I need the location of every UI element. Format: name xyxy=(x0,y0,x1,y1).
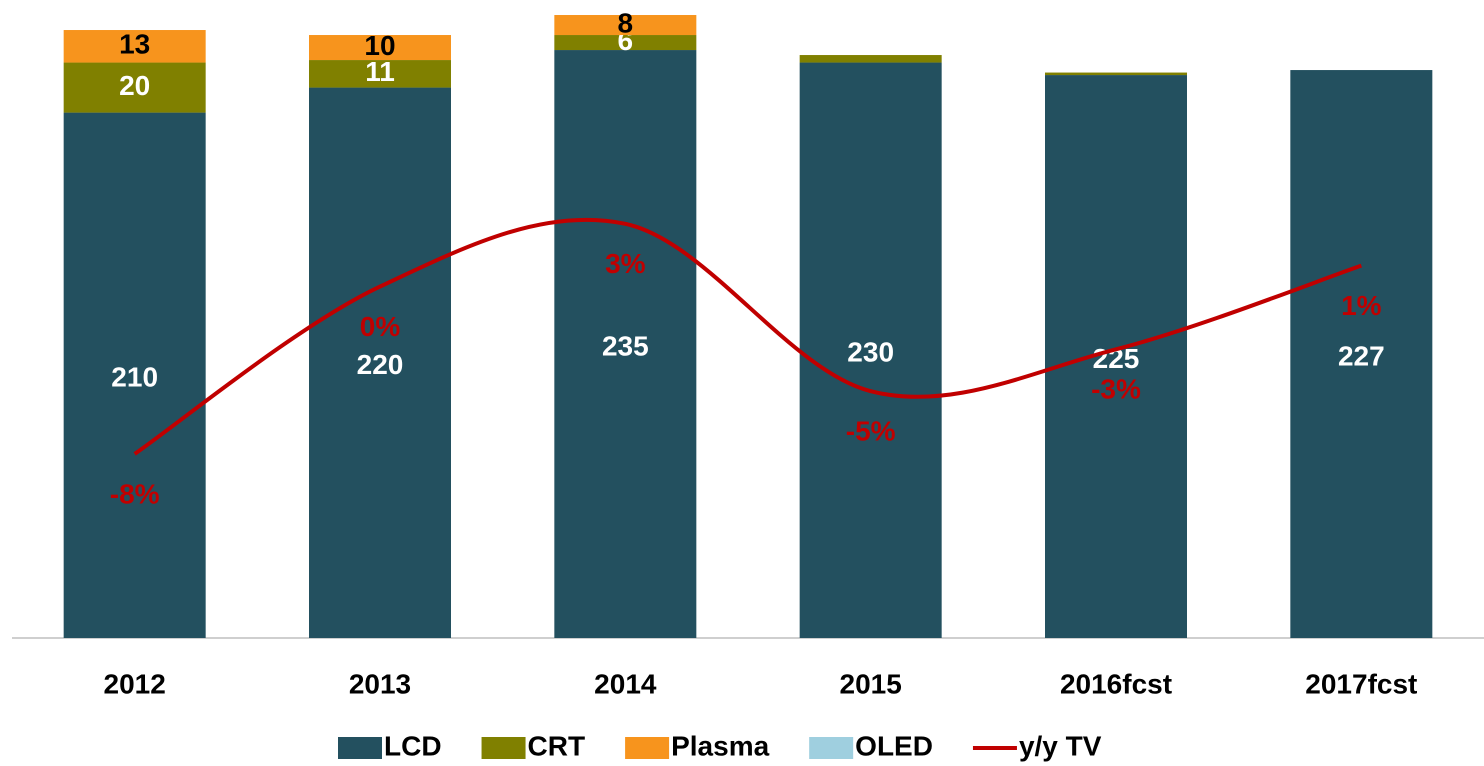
bar-segment xyxy=(309,35,451,61)
data-label: 20 xyxy=(119,70,150,101)
data-label: 8 xyxy=(618,7,634,38)
data-label: 210 xyxy=(111,362,158,393)
bar-segment xyxy=(63,62,206,113)
legend-label: OLED xyxy=(855,730,933,761)
legend-swatch xyxy=(625,737,670,759)
x-tick-label: 2014 xyxy=(594,668,657,699)
line-label: -8% xyxy=(110,478,160,509)
data-label: 235 xyxy=(602,330,649,361)
data-label: 230 xyxy=(847,337,894,368)
x-tick-label: 2013 xyxy=(349,668,411,699)
legend-label: CRT xyxy=(528,730,586,761)
data-label: 11 xyxy=(365,56,395,87)
x-tick-label: 2016fcst xyxy=(1060,668,1172,699)
data-label: 13 xyxy=(119,29,150,60)
bar-segment xyxy=(799,55,942,63)
legend-label: LCD xyxy=(384,730,442,761)
line-label: 0% xyxy=(360,311,401,342)
line-label: -5% xyxy=(846,416,896,447)
bar-segment xyxy=(1290,70,1433,638)
x-tick-label: 2017fcst xyxy=(1305,668,1417,699)
bar-segment xyxy=(554,15,697,36)
legend-swatch xyxy=(338,737,382,759)
x-tick-label: 2015 xyxy=(840,668,902,699)
data-label: 227 xyxy=(1338,340,1385,371)
bar-segment xyxy=(799,62,942,639)
legend-label: y/y TV xyxy=(1019,730,1102,761)
data-label: 220 xyxy=(357,349,404,380)
x-tick-label: 2012 xyxy=(104,668,166,699)
line-label: -3% xyxy=(1091,374,1141,405)
legend-swatch xyxy=(809,737,854,759)
bar-segment xyxy=(554,50,697,639)
line-label: 1% xyxy=(1341,290,1382,321)
bar-segment xyxy=(554,35,697,51)
bar-segment xyxy=(309,60,451,88)
bar-segment xyxy=(1045,75,1187,638)
legend-swatch xyxy=(481,737,526,759)
data-label: 10 xyxy=(364,30,395,61)
bar-segment xyxy=(309,87,451,639)
bar-segment xyxy=(63,30,206,63)
bar-segment xyxy=(63,112,206,638)
line-series xyxy=(133,217,1362,456)
line-label: 3% xyxy=(605,248,646,279)
bar-segment xyxy=(1045,72,1187,76)
legend-label: Plasma xyxy=(671,730,769,761)
